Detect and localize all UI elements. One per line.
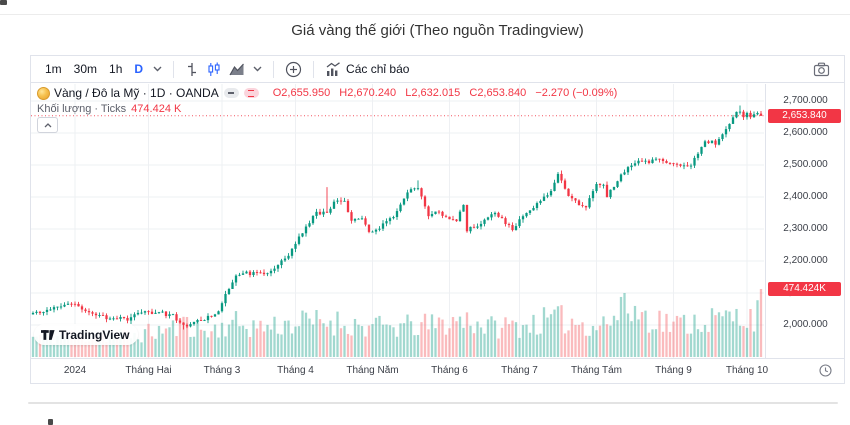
gold-symbol-icon (37, 86, 50, 100)
timeframe-1d-button[interactable]: D (134, 62, 144, 76)
time-axis-label: Tháng 4 (277, 365, 314, 376)
header-divider (0, 14, 850, 15)
timeframe-1h-button[interactable]: 1h (109, 62, 123, 76)
tradingview-watermark[interactable]: TradingView (34, 324, 139, 345)
market-status-icon (248, 89, 255, 97)
chart-style-candles-button[interactable] (203, 60, 225, 79)
watermark-label: TradingView (59, 327, 130, 342)
chart-legend: Vàng / Đô la Mỹ · 1D · OANDA O2,655.950 … (37, 86, 617, 116)
toolbar-divider (273, 60, 275, 78)
low-value: L2,632.015 (405, 87, 461, 99)
price-axis-label: 2,700.000 (783, 95, 828, 106)
time-axis[interactable]: 2024 Tháng Hai Tháng 3 Tháng 4 Tháng Năm Thán… (31, 358, 844, 384)
price-axis-label: 2,200.000 (783, 255, 828, 266)
candlestick-chart-icon (208, 62, 220, 76)
circle-plus-icon (285, 61, 302, 77)
page-title: Giá vàng thế giới (Theo nguồn Tradingvie… (291, 22, 584, 39)
bars-chart-icon (188, 62, 197, 76)
time-axis-label: Tháng 3 (203, 365, 241, 376)
chart-style-area-button[interactable] (225, 60, 249, 78)
time-axis-label: Tháng Tám (571, 365, 622, 376)
time-axis-label: Tháng 9 (655, 365, 692, 376)
high-value: H2,670.240 (339, 87, 397, 99)
minus-icon (228, 92, 235, 94)
price-axis-label: 2,000.000 (783, 319, 828, 330)
clock-icon (819, 364, 832, 377)
indicators-icon (326, 61, 340, 76)
price-axis-label: 2,500.000 (783, 159, 828, 170)
chevron-down-icon (253, 66, 262, 72)
chart-toolbar: 1m 30m 1h D (31, 56, 844, 83)
chevron-up-icon (44, 122, 51, 127)
chart-style-menu-button[interactable] (249, 64, 266, 74)
price-axis-label: 2,600.000 (783, 127, 828, 138)
time-axis-label: Tháng 6 (431, 365, 468, 376)
tradingview-logo-icon (41, 329, 55, 340)
camera-icon (813, 62, 830, 76)
interval-menu-button[interactable] (149, 64, 166, 74)
volume-label: Khối lượng · Ticks (37, 103, 127, 115)
symbol-legend-row[interactable]: Vàng / Đô la Mỹ · 1D · OANDA O2,655.950 … (37, 86, 617, 100)
time-axis-label: Tháng Hai (125, 365, 172, 376)
legend-minus-button[interactable] (223, 88, 239, 98)
toolbar-divider (313, 60, 315, 78)
ohlc-values: O2,655.950 H2,670.240 L2,632.015 C2,653.… (267, 87, 618, 99)
screen-artifact-bottom-left (48, 419, 53, 425)
toolbar-divider (173, 60, 175, 78)
time-axis-label: Tháng 7 (501, 365, 538, 376)
chevron-down-icon (153, 66, 162, 72)
indicators-button[interactable]: Các chỉ báo (321, 60, 413, 79)
close-value: C2,653.840 (469, 87, 527, 99)
volume-badge: 474.424K (768, 282, 841, 296)
market-status-button[interactable] (243, 88, 259, 98)
screenshot-button[interactable] (809, 60, 834, 79)
area-chart-icon (229, 63, 244, 76)
timeframe-30m-button[interactable]: 30m (73, 62, 98, 76)
change-value: −2.270 (−0.09%) (535, 87, 618, 99)
timeframe-1m-button[interactable]: 1m (45, 62, 62, 76)
time-axis-label: 2024 (63, 365, 87, 376)
volume-value: 474.424 K (131, 103, 182, 115)
timezone-clock-button[interactable] (819, 364, 832, 382)
volume-legend-row[interactable]: Khối lượng · Ticks 474.424 K (37, 102, 617, 116)
last-price-badge: 2,653.840 (768, 108, 841, 123)
footer-divider (28, 402, 838, 404)
legend-collapse-button[interactable] (37, 117, 58, 133)
time-axis-label: Tháng 10 (725, 365, 769, 376)
chart-style-bars-button[interactable] (181, 60, 203, 79)
symbol-title: Vàng / Đô la Mỹ · 1D · OANDA (54, 86, 219, 100)
time-axis-label: Tháng Năm (346, 365, 399, 376)
compare-button[interactable] (281, 59, 306, 80)
chart-panel: 1m 30m 1h D (30, 55, 845, 384)
screen-artifact-top-left (0, 0, 7, 5)
indicators-label: Các chỉ báo (346, 62, 410, 76)
price-axis-label: 2,400.000 (783, 191, 828, 202)
chart-area: Vàng / Đô la Mỹ · 1D · OANDA O2,655.950 … (31, 84, 844, 358)
price-axis[interactable]: 2,700.000 2,600.000 2,500.000 2,400.000 2,30… (765, 84, 845, 358)
price-axis-label: 2,300.000 (783, 223, 828, 234)
price-chart-canvas[interactable] (31, 84, 764, 358)
open-value: O2,655.950 (272, 87, 331, 99)
